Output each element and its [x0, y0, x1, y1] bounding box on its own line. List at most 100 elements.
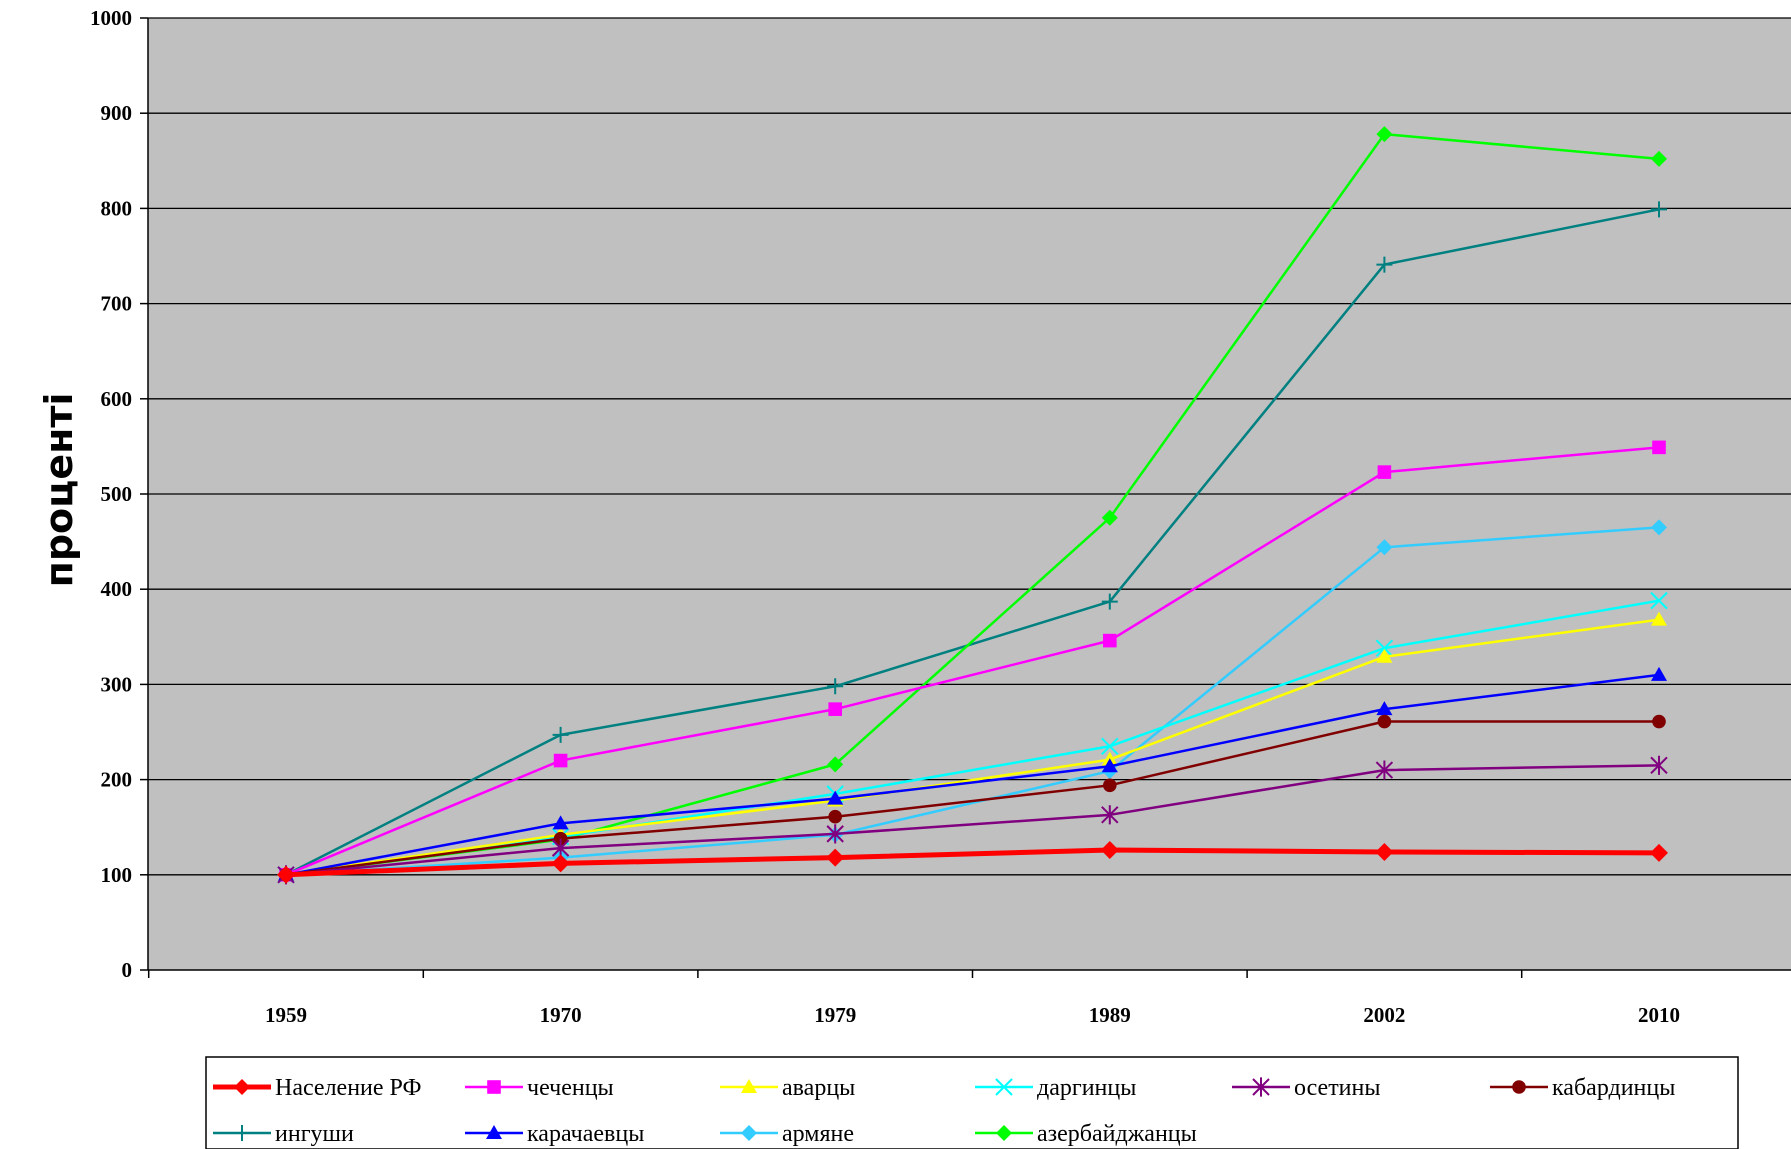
data-point: [553, 753, 568, 768]
y-tick-label: 300: [101, 672, 133, 696]
legend-label: чеченцы: [527, 1075, 614, 1101]
data-point: [1375, 760, 1394, 780]
legend-label: Население РФ: [275, 1075, 421, 1101]
data-point: [1651, 519, 1667, 536]
legend-item: карачаевцы: [465, 1121, 644, 1147]
data-point: [487, 1080, 501, 1094]
data-point: [828, 809, 842, 824]
data-point: [1376, 126, 1393, 143]
data-point: [1101, 593, 1118, 610]
x-tick-label: 2010: [1638, 1003, 1680, 1027]
data-point: [1376, 539, 1393, 556]
series-line: [285, 526, 1660, 877]
series-line: [285, 720, 1659, 877]
data-point: [1101, 509, 1118, 526]
data-point: [827, 756, 844, 773]
series-group: [277, 126, 1668, 885]
data-point: [1100, 841, 1119, 860]
x-tick-label: 1989: [1089, 1003, 1131, 1027]
x-tick-label: 1979: [814, 1003, 856, 1027]
series-line: [285, 618, 1660, 877]
legend-label: карачаевцы: [527, 1121, 644, 1147]
data-point: [1252, 1077, 1270, 1097]
data-point: [1377, 465, 1392, 479]
data-point: [1651, 666, 1667, 681]
data-point: [234, 1125, 250, 1141]
series-line: [285, 208, 1660, 876]
legend-item: Население РФ: [213, 1075, 421, 1101]
y-tick-label: 900: [101, 101, 133, 125]
data-point: [551, 854, 570, 873]
y-axis-label: проценті: [37, 393, 81, 588]
data-point: [826, 824, 844, 844]
series-Население РФ: [277, 841, 1668, 884]
data-point: [996, 1125, 1012, 1141]
series-line: [285, 673, 1660, 877]
data-point: [1101, 737, 1119, 755]
data-point: [1103, 778, 1117, 793]
data-point: [1375, 842, 1394, 861]
legend-item: азербайджанцы: [975, 1121, 1197, 1147]
data-point: [1651, 150, 1667, 167]
data-point: [1650, 843, 1668, 862]
y-axis-ticks: 0 100 200 300 400 500 600 700 800 900 1000: [90, 6, 148, 982]
data-point: [234, 1079, 250, 1095]
data-point: [741, 1079, 757, 1093]
y-tick-label: 600: [101, 387, 133, 411]
data-point: [1101, 805, 1119, 825]
y-tick-label: 400: [101, 577, 133, 601]
data-point: [1650, 755, 1668, 775]
data-point: [1652, 440, 1666, 455]
legend-box: [205, 1056, 1739, 1149]
data-point: [1651, 201, 1667, 218]
data-point: [1376, 648, 1393, 663]
series-line: [285, 847, 1660, 878]
legend-label: армяне: [782, 1121, 854, 1147]
x-tick-label: 1970: [540, 1003, 582, 1027]
y-tick-label: 100: [101, 863, 133, 887]
legend-label: азербайджанцы: [1037, 1121, 1197, 1147]
data-point: [828, 702, 842, 716]
legend-item: ингуши: [213, 1121, 354, 1147]
data-point: [486, 1125, 502, 1139]
data-point: [741, 1125, 757, 1141]
data-point: [1651, 611, 1667, 626]
y-tick-label: 800: [101, 196, 133, 220]
legend-label: даргинцы: [1037, 1075, 1136, 1101]
series-кабардинцы: [279, 714, 1666, 882]
data-point: [826, 848, 845, 867]
data-point: [277, 865, 295, 884]
data-point: [1512, 1080, 1526, 1094]
data-point: [1376, 256, 1393, 273]
legend-item: аварцы: [720, 1075, 855, 1101]
data-point: [995, 1078, 1013, 1096]
legend-item: даргинцы: [975, 1075, 1136, 1101]
data-point: [1377, 714, 1392, 729]
legend-label: кабардинцы: [1552, 1075, 1675, 1101]
series-чеченцы: [279, 440, 1666, 882]
legend-item: чеченцы: [465, 1075, 614, 1101]
legend-label: аварцы: [782, 1075, 855, 1101]
data-point: [827, 678, 844, 695]
legend-item: осетины: [1232, 1075, 1381, 1101]
y-tick-label: 0: [122, 958, 133, 982]
legend: Население РФ чеченцы аварцы даргинцы осетины…: [205, 1056, 1739, 1149]
series-line: [285, 446, 1660, 876]
data-point: [1376, 701, 1393, 716]
data-point: [1101, 758, 1118, 773]
x-tick-label: 1959: [265, 1003, 307, 1027]
data-point: [552, 815, 569, 830]
y-tick-label: 1000: [90, 6, 132, 30]
data-point: [827, 790, 844, 805]
legend-label: ингуши: [275, 1121, 354, 1147]
data-point: [1652, 714, 1666, 729]
y-tick-label: 200: [101, 768, 133, 792]
data-point: [1650, 591, 1668, 610]
x-tick-label: 2002: [1363, 1003, 1405, 1027]
y-tick-label: 700: [101, 292, 133, 316]
x-axis-ticks: 1959 1970 1979 1989 2002 2010: [147, 970, 1680, 1027]
data-point: [552, 726, 569, 743]
legend-item: кабардинцы: [1490, 1075, 1675, 1101]
data-point: [1103, 633, 1117, 648]
